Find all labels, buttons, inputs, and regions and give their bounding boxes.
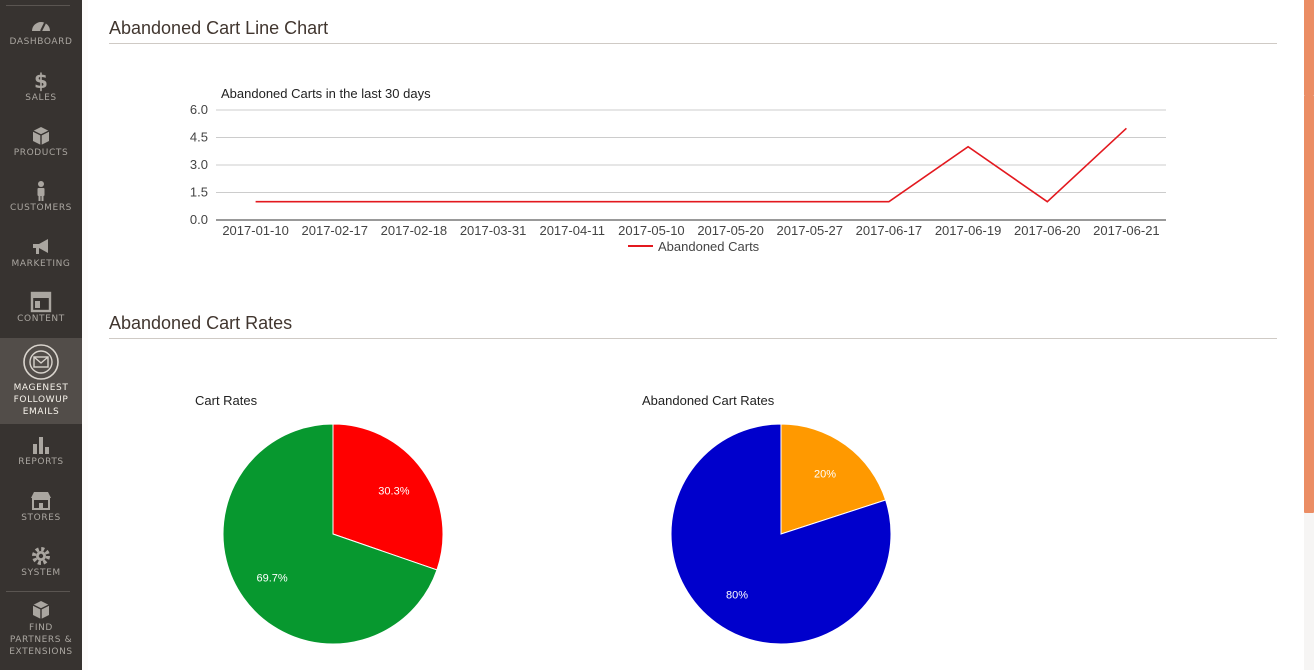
x-tick-label: 2017-06-21 <box>1093 223 1160 238</box>
scrollbar-track-top <box>1304 0 1314 95</box>
layout-icon <box>29 291 53 313</box>
pie-slice <box>332 423 444 571</box>
sidebar-item-label: REPORTS <box>18 457 64 467</box>
extensions-icon <box>29 600 53 622</box>
chart-title: Abandoned Carts in the last 30 days <box>221 86 431 101</box>
series-line-abandoned-carts <box>255 127 1127 203</box>
x-axis-ticks: 2017-01-10 2017-02-17 2017-02-18 2017-03-31… <box>222 223 1159 238</box>
sidebar-edge <box>82 0 88 670</box>
sidebar-item-label: FIND <box>29 623 53 633</box>
x-tick-label: 2017-05-10 <box>618 223 685 238</box>
x-tick-label: 2017-06-17 <box>856 223 923 238</box>
sidebar-item-products[interactable]: PRODUCTS <box>0 125 82 167</box>
scrollbar-thumb[interactable] <box>1304 95 1314 513</box>
sidebar-item-label-line2: PARTNERS & <box>9 635 73 645</box>
scrollbar-track[interactable] <box>1304 513 1314 670</box>
sidebar-item-stores[interactable]: STORES <box>0 490 82 532</box>
y-tick-label: 3.0 <box>190 157 208 172</box>
sidebar-item-label: STORES <box>21 513 61 523</box>
y-tick-label: 1.5 <box>190 185 208 200</box>
sidebar-item-label: SYSTEM <box>21 568 61 578</box>
sidebar-item-dashboard[interactable]: DASHBOARD <box>0 14 82 56</box>
slice-label: 80% <box>726 590 748 602</box>
sidebar-item-label: MARKETING <box>11 259 71 269</box>
chart-legend: Abandoned Carts <box>628 239 760 254</box>
sidebar-item-label: CUSTOMERS <box>10 203 72 213</box>
sidebar-item-label-line3: EXTENSIONS <box>9 647 73 657</box>
slice-label: 30.3% <box>378 486 409 498</box>
y-tick-label: 4.5 <box>190 130 208 145</box>
y-tick-label: 0.0 <box>190 212 208 227</box>
sidebar-item-customers[interactable]: CUSTOMERS <box>0 180 82 222</box>
box-icon <box>29 125 53 147</box>
x-tick-label: 2017-01-10 <box>222 223 288 238</box>
section-title-line-chart: Abandoned Cart Line Chart <box>109 18 329 38</box>
admin-sidebar: DASHBOARD $ SALES PRODUCTS CUSTOMERS MAR… <box>0 0 82 670</box>
sidebar-item-reports[interactable]: REPORTS <box>0 434 82 476</box>
x-tick-label: 2017-02-18 <box>381 223 448 238</box>
sidebar-item-marketing[interactable]: MARKETING <box>0 236 82 278</box>
x-tick-label: 2017-06-19 <box>935 223 1002 238</box>
x-tick-label: 2017-03-31 <box>460 223 527 238</box>
dashboard-icon <box>29 14 53 36</box>
cart-rates-pie-chart: Cart Rates 30.3% 69.7% <box>195 393 444 645</box>
sidebar-item-label: CONTENT <box>17 314 65 324</box>
svg-text:$: $ <box>34 70 48 92</box>
sidebar-item-label: PRODUCTS <box>13 148 69 158</box>
section-divider <box>109 43 1277 44</box>
legend-label: Abandoned Carts <box>658 239 760 254</box>
y-axis-ticks: 0.0 1.5 3.0 4.5 6.0 <box>190 102 208 227</box>
email-badge-icon <box>21 342 61 382</box>
pie-slice <box>780 423 887 535</box>
abandoned-cart-rates-pie-chart: Abandoned Cart Rates 20% 80% <box>642 393 892 645</box>
chart-gridlines <box>216 109 1166 221</box>
bar-chart-icon <box>29 434 53 456</box>
pie-slice <box>670 423 892 645</box>
sidebar-item-label: SALES <box>25 93 57 103</box>
megaphone-icon <box>29 236 53 258</box>
x-tick-label: 2017-04-11 <box>539 223 605 238</box>
section-divider <box>109 338 1277 339</box>
sidebar-item-label-line2: FOLLOWUP <box>13 395 69 405</box>
sidebar-item-content[interactable]: CONTENT <box>0 291 82 333</box>
slice-label: 20% <box>814 469 836 481</box>
gear-icon <box>29 545 53 567</box>
sidebar-divider <box>6 5 70 6</box>
x-tick-label: 2017-05-27 <box>777 223 844 238</box>
pie-slices: 30.3% 69.7% <box>222 423 444 645</box>
sidebar-item-label: MAGENEST <box>13 383 69 393</box>
pie-title: Cart Rates <box>195 393 258 408</box>
slice-label: 69.7% <box>256 572 287 584</box>
pie-slice <box>222 423 438 645</box>
pie-title: Abandoned Cart Rates <box>642 393 775 408</box>
person-icon <box>29 180 53 202</box>
sidebar-item-find-partners-extensions[interactable]: FIND PARTNERS & EXTENSIONS <box>0 600 82 666</box>
sidebar-item-system[interactable]: SYSTEM <box>0 545 82 587</box>
x-tick-label: 2017-05-20 <box>697 223 764 238</box>
store-icon <box>29 490 53 512</box>
sidebar-item-magenest-followup-emails[interactable]: MAGENEST FOLLOWUP EMAILS <box>0 338 82 424</box>
sidebar-item-label-line3: EMAILS <box>22 407 60 417</box>
section-title-rates: Abandoned Cart Rates <box>109 313 293 333</box>
dollar-icon: $ <box>29 69 53 93</box>
y-tick-label: 6.0 <box>190 102 208 117</box>
sidebar-item-label: DASHBOARD <box>9 37 73 47</box>
pie-slices: 20% 80% <box>670 423 892 645</box>
x-tick-label: 2017-02-17 <box>302 223 369 238</box>
sidebar-divider <box>6 591 70 592</box>
x-tick-label: 2017-06-20 <box>1014 223 1081 238</box>
abandoned-carts-line-chart: Abandoned Carts in the last 30 days 0.0 1… <box>190 86 1166 254</box>
sidebar-item-sales[interactable]: $ SALES <box>0 69 82 112</box>
